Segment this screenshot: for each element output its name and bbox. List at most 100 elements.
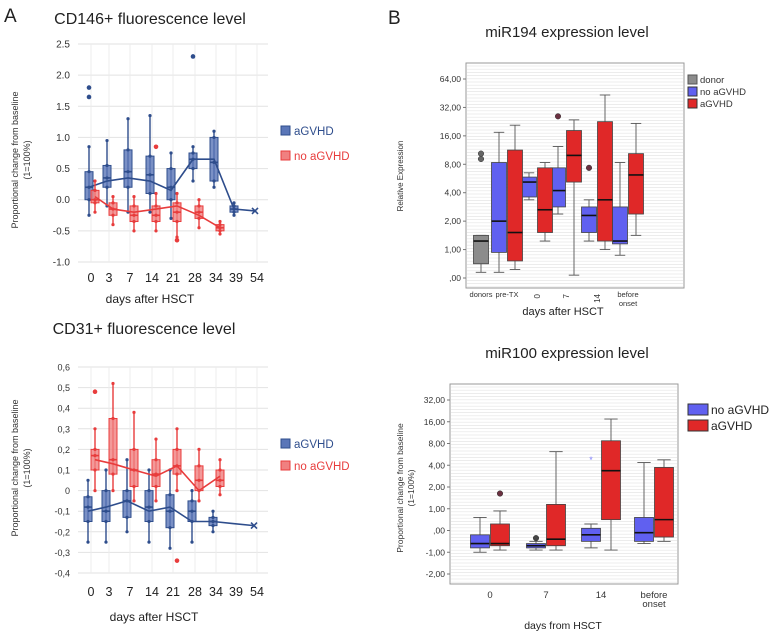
mir100-ytick-label: -2,00 xyxy=(426,569,446,579)
mir194-title: miR194 expression level xyxy=(485,24,648,41)
cd31-ytick-label: -0,4 xyxy=(54,569,70,579)
cd146-no-agvhd-point xyxy=(154,219,158,224)
mir100-xtick-label: 7 xyxy=(543,590,548,601)
cd31-ylabel-line2: (1=100%) xyxy=(22,448,32,487)
cd146-agvhd-outlier xyxy=(190,54,196,59)
cd31-agvhd-point xyxy=(190,509,194,513)
cd31-agvhd-end-marker xyxy=(250,522,258,530)
mir194-xtick-label: 7 xyxy=(562,293,571,298)
cd146-ytick-label: 0.5 xyxy=(56,164,70,175)
cd146-no-agvhd-point xyxy=(197,198,201,202)
mir194-agvhd-box xyxy=(566,130,582,183)
cd31-no-agvhd-outlier xyxy=(92,389,98,395)
cd146-agvhd-outlier xyxy=(86,85,92,90)
cd31-xtick-label: 54 xyxy=(250,585,264,599)
cd31-ylabel-line1: Proportional change from baseline xyxy=(10,399,20,536)
cd31-ytick-label: 0,3 xyxy=(57,424,70,434)
cd31-no-agvhd-point xyxy=(175,427,179,431)
mir194-no-agvhd-box xyxy=(521,176,537,198)
cd146-no-agvhd-point xyxy=(175,210,179,214)
mir194-donor-outlier xyxy=(477,155,485,163)
mir194-no-agvhd-box xyxy=(491,162,507,253)
cd31-ytick-label: -0,2 xyxy=(54,527,70,537)
cd31-ytick-label: -0,3 xyxy=(54,548,70,558)
cd146-ytick-label: -1.0 xyxy=(53,258,71,269)
cd146-no-agvhd-point xyxy=(111,195,115,199)
cd146-agvhd-point xyxy=(87,170,91,174)
mir194-xtick-label: before xyxy=(617,290,638,299)
mir194-legend-no-agvhd-swatch xyxy=(687,86,698,97)
mir194-donor-box xyxy=(473,234,489,265)
mir194-no-agvhd-box xyxy=(612,206,628,245)
cd146-no-agvhd-point xyxy=(197,210,201,214)
cd146-agvhd-point xyxy=(191,145,195,149)
mir100-title: miR100 expression level xyxy=(485,345,648,362)
mir100-no-agvhd-extreme-marker: * xyxy=(589,455,593,465)
cd146-no-agvhd-point xyxy=(175,235,179,239)
cd146-agvhd-point xyxy=(212,179,216,183)
panel-b-letter: B xyxy=(388,8,401,29)
mir100-xtick-label: onset xyxy=(642,599,666,610)
cd146-no-agvhd-point xyxy=(132,229,136,233)
cd31-no-agvhd-point xyxy=(132,499,136,503)
mir194-agvhd-box xyxy=(507,149,523,262)
cd31-xtick-label: 7 xyxy=(127,585,134,599)
cd31-agvhd-point xyxy=(86,478,90,482)
cd31-agvhd-point xyxy=(125,530,129,534)
cd146-agvhd-point xyxy=(148,114,152,118)
cd31-no-agvhd-point xyxy=(175,472,179,476)
mir194-agvhd-box xyxy=(597,121,613,242)
mir194-donor-outlier xyxy=(477,150,485,157)
cd146-no-agvhd-point xyxy=(111,201,115,205)
mir100-ytick-label: ,00 xyxy=(433,526,445,536)
mir100-ytick-label: 32,00 xyxy=(424,395,446,405)
mir100-agvhd-box xyxy=(490,523,510,547)
cd146-agvhd-point xyxy=(105,185,109,189)
cd31-ytick-label: 0,2 xyxy=(57,445,70,455)
cd31-no-agvhd-point xyxy=(111,381,115,386)
mir100-ylabel-line2: (1=100%) xyxy=(406,469,416,506)
cd146-no-agvhd-point xyxy=(93,179,97,183)
cd146-no-agvhd-point xyxy=(197,216,201,220)
cd31-agvhd-point xyxy=(211,515,215,519)
cd31-legend-no-agvhd-swatch xyxy=(280,460,291,471)
cd146-no-agvhd-point xyxy=(218,219,222,224)
cd146-agvhd-point xyxy=(148,191,152,196)
cd31-agvhd-trend-line xyxy=(87,500,255,527)
cd31-ytick-label: 0,4 xyxy=(57,404,70,414)
cd31-no-agvhd-box xyxy=(172,448,182,475)
cd31-no-agvhd-point xyxy=(132,447,136,451)
cd146-no-agvhd-point xyxy=(93,188,97,192)
cd31-xtick-label: 34 xyxy=(209,585,223,599)
cd31-no-agvhd-point xyxy=(132,410,136,414)
cd31-legend-agvhd-swatch xyxy=(280,438,291,449)
cd146-no-agvhd-point xyxy=(154,213,158,217)
mir100-chart: miR100 expression level 32,00 16,00 8,00 4,… xyxy=(395,345,769,632)
cd146-agvhd-point xyxy=(105,138,109,143)
cd146-agvhd-outlier xyxy=(86,94,92,100)
mir194-xlabel: days after HSCT xyxy=(522,306,604,318)
cd146-no-agvhd-point xyxy=(154,204,158,208)
cd146-agvhd-point xyxy=(191,151,195,155)
cd146-legend-agvhd-label: aGVHD xyxy=(294,126,334,138)
cd146-ytick-label: 0.0 xyxy=(56,195,70,206)
cd146-agvhd-point xyxy=(148,173,152,177)
cd31-agvhd-point xyxy=(86,519,90,524)
mir100-xtick-label: 14 xyxy=(596,590,607,601)
cd31-no-agvhd-point xyxy=(218,484,222,489)
cd146-legend-no-agvhd-swatch xyxy=(280,150,291,161)
mir194-legend-agvhd-label: aGVHD xyxy=(700,99,733,110)
cd31-no-agvhd-point xyxy=(218,493,222,497)
mir194-no-agvhd-outlier xyxy=(554,113,562,120)
cd31-agvhd-point xyxy=(211,509,215,513)
mir100-no-agvhd-box xyxy=(634,517,654,542)
mir194-ylabel: Relative Expression xyxy=(396,141,405,212)
cd31-no-agvhd-point xyxy=(93,447,97,451)
cd31-xtick-label: 0 xyxy=(88,585,95,599)
mir194-plot-frame xyxy=(465,62,685,289)
cd146-no-agvhd-trend-line xyxy=(94,195,221,229)
cd146-no-agvhd-outlier xyxy=(153,144,159,150)
cd146-no-agvhd-point xyxy=(218,232,222,236)
cd31-no-agvhd-outlier xyxy=(174,558,180,563)
cd31-no-agvhd-point xyxy=(154,458,158,462)
